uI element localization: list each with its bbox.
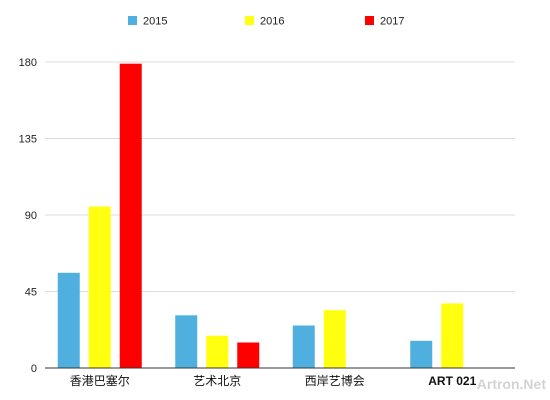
bar-2016-0 — [88, 206, 111, 368]
gridlines — [45, 61, 515, 292]
y-tick-label: 90 — [25, 210, 37, 222]
x-axis: 香港巴塞尔 艺术北京 西岸艺博会 ART 021 — [45, 367, 515, 388]
x-category-label: 香港巴塞尔 — [70, 373, 130, 388]
watermark-text: Artron.Net — [477, 376, 547, 392]
legend-swatch-2017 — [365, 16, 374, 25]
y-tick-label: 180 — [19, 57, 37, 69]
legend: 2015 2016 2017 — [128, 16, 404, 28]
bar-2016-1 — [206, 335, 229, 368]
bar-2017-1 — [237, 342, 260, 368]
legend-label-2016: 2016 — [260, 16, 284, 28]
y-tick-label: 45 — [25, 287, 37, 299]
x-category-label: 西岸艺博会 — [305, 373, 365, 388]
y-tick-label: 0 — [31, 363, 37, 375]
legend-label-2015: 2015 — [143, 16, 167, 28]
bar-2015-0 — [57, 272, 80, 368]
y-tick-label: 135 — [19, 134, 37, 146]
bar-2016-2 — [323, 310, 346, 368]
bar-2017-0 — [119, 63, 142, 368]
y-axis-ticks: 0 45 90 135 180 — [19, 57, 37, 375]
legend-swatch-2016 — [245, 16, 254, 25]
bars — [57, 63, 464, 368]
bar-2016-3 — [441, 303, 464, 368]
bar-2015-2 — [292, 325, 315, 368]
legend-swatch-2015 — [128, 16, 137, 25]
x-category-label: ART 021 — [428, 374, 476, 388]
legend-label-2017: 2017 — [380, 16, 404, 28]
bar-2015-1 — [175, 315, 198, 368]
x-category-label: 艺术北京 — [193, 374, 241, 388]
bar-2015-3 — [410, 340, 433, 368]
